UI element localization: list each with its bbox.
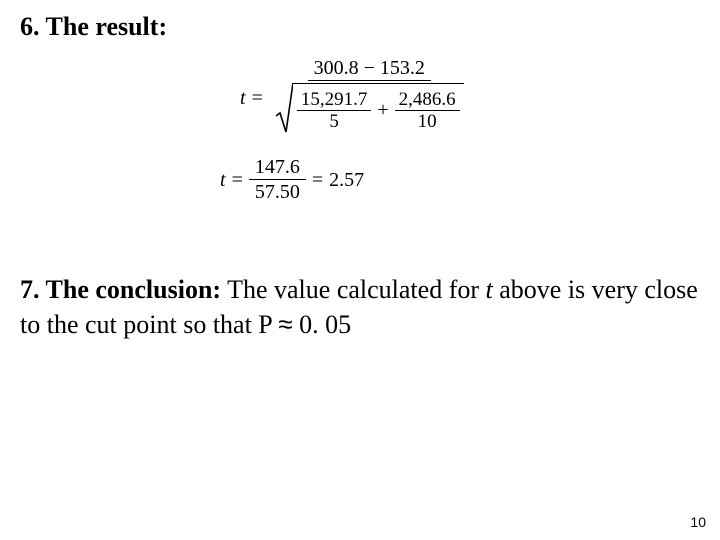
formula1-fraction: 300.8 − 153.2 15,291.7 5 + (269, 58, 470, 137)
formula2-result: 2.57 (329, 170, 364, 190)
formula2-lhs: t (220, 170, 226, 190)
sqrt-term2-den: 10 (414, 111, 441, 131)
formula2: t = 147.6 57.50 = 2.57 (220, 157, 700, 202)
sqrt-term1: 15,291.7 5 (297, 90, 372, 131)
formula2-denominator: 57.50 (249, 180, 306, 202)
formula1-eq: = (252, 88, 263, 108)
formula1-lhs: t (240, 88, 246, 108)
page-number: 10 (690, 514, 706, 530)
section7-body3: 0. 05 (293, 310, 352, 339)
formula2-fraction: 147.6 57.50 (249, 157, 306, 202)
section7: 7. The conclusion: The value calculated … (20, 272, 700, 342)
section7-body1: The value calculated for (221, 275, 485, 304)
sqrt-term2: 2,486.6 10 (395, 90, 460, 131)
approx-icon: ≈ (278, 309, 292, 339)
formula2-eq: = (232, 170, 243, 190)
formula-block: t = 300.8 − 153.2 15,291.7 5 (240, 58, 700, 202)
radical-icon (275, 83, 293, 133)
section6-heading: 6. The result: (20, 12, 167, 41)
section7-var: t (486, 275, 493, 304)
sqrt-term1-num: 15,291.7 (297, 90, 372, 111)
sqrt-expression: 15,291.7 5 + 2,486.6 10 (275, 83, 464, 133)
sqrt-term2-num: 2,486.6 (395, 90, 460, 111)
sqrt-term1-den: 5 (325, 111, 343, 131)
formula1: t = 300.8 − 153.2 15,291.7 5 (240, 58, 700, 137)
formula2-numerator: 147.6 (249, 157, 306, 180)
plus-icon: + (377, 100, 388, 120)
section7-heading: 7. The conclusion: (20, 275, 221, 304)
formula2-eq2: = (312, 170, 323, 190)
formula1-denominator: 15,291.7 5 + 2,486.6 10 (269, 81, 470, 137)
formula1-numerator: 300.8 − 153.2 (308, 58, 431, 81)
radicand: 15,291.7 5 + 2,486.6 10 (293, 83, 464, 133)
